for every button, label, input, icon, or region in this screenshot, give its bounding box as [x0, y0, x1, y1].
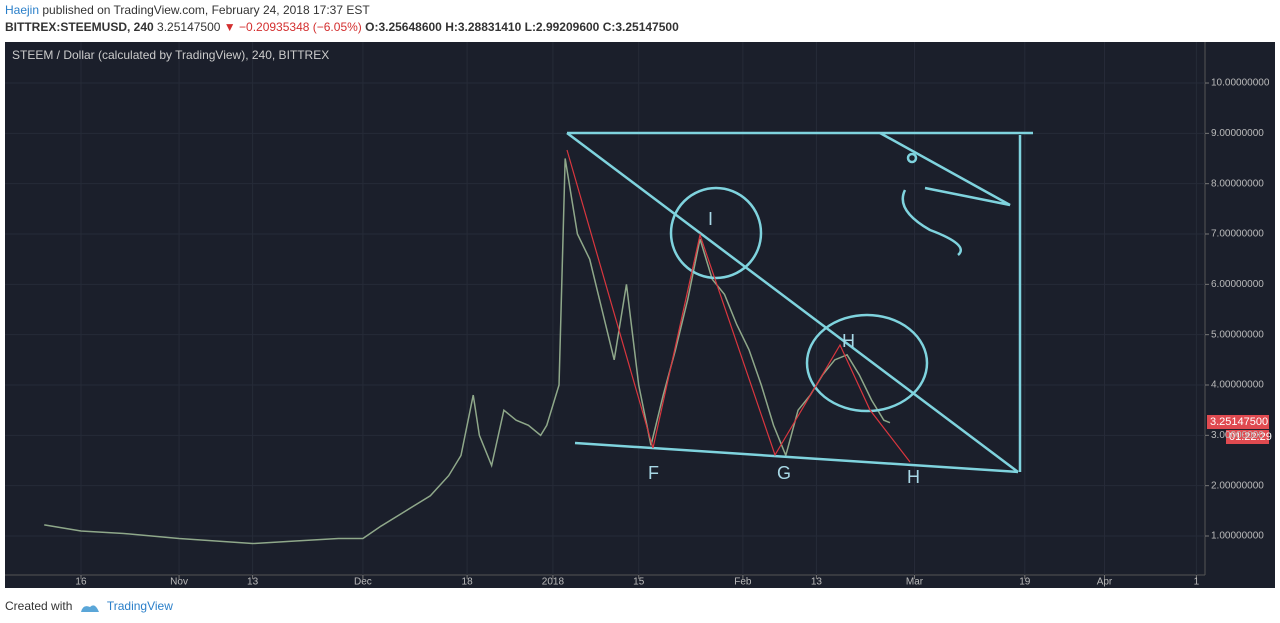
chart: STEEM / Dollar (calculated by TradingVie…	[5, 42, 1275, 588]
open: O:3.25648600	[365, 20, 442, 34]
x-tick-label: 1	[1194, 577, 1200, 588]
y-tick-label: 9.00000000	[1211, 128, 1264, 139]
footer-text: Created with	[5, 599, 73, 613]
annotation: H	[907, 467, 920, 487]
change-value: −0.20935348 (−6.05%)	[239, 20, 362, 34]
y-tick-label: 6.00000000	[1211, 279, 1264, 290]
change: ▼ −0.20935348 (−6.05%)	[223, 20, 362, 34]
x-tick-label: 13	[811, 577, 823, 588]
annotation: I	[708, 209, 713, 229]
published: published on TradingView.com, February 2…	[42, 3, 370, 17]
chart-bg	[5, 42, 1275, 588]
logo	[80, 605, 99, 612]
low: L:2.99209600	[524, 20, 600, 34]
x-tick-label: Mar	[906, 577, 924, 588]
x-tick-label: 2018	[542, 577, 565, 588]
author[interactable]: Haejin	[5, 3, 40, 17]
x-tick-label: Apr	[1097, 577, 1113, 588]
high: H:3.28831410	[445, 20, 522, 34]
x-tick-label: 16	[75, 577, 87, 588]
y-tick-label: 1.00000000	[1211, 531, 1264, 542]
x-tick-label: Feb	[734, 577, 752, 588]
drawings	[566, 131, 1033, 474]
annotation: H	[842, 331, 855, 351]
last: 3.25147500	[157, 20, 221, 34]
countdown: 01:22:29	[1229, 431, 1272, 443]
x-tick-label: 19	[1019, 577, 1031, 588]
close: C:3.25147500	[602, 20, 679, 34]
y-tick-label: 10.00000000	[1211, 78, 1270, 89]
price-tag: 3.25147500	[1210, 416, 1268, 428]
y-tick-label: 5.00000000	[1211, 329, 1264, 340]
y-tick-label: 8.00000000	[1211, 178, 1264, 189]
symbol: BITTREX:STEEMUSD, 240	[5, 20, 154, 34]
footer: Created with TradingView	[5, 599, 173, 613]
symbol-line: BITTREX:STEEMUSD, 240 3.25147500 ▼ −0.20…	[5, 20, 679, 34]
countdown-bg	[1226, 430, 1269, 444]
x-tick-label: 15	[633, 577, 645, 588]
x-tick-label: Nov	[170, 577, 188, 588]
y-tick-label: 7.00000000	[1211, 229, 1264, 240]
annotation: F	[648, 463, 659, 483]
y-tick-label: 4.00000000	[1211, 380, 1264, 391]
y-tick-label: 3.00000000	[1211, 430, 1264, 441]
wave-lines	[566, 149, 911, 463]
header-line: Haejin published on TradingView.com, Feb…	[5, 3, 370, 17]
brand[interactable]: TradingView	[106, 599, 173, 613]
x-tick-label: 18	[462, 577, 474, 588]
y-tick-label: 2.00000000	[1211, 480, 1264, 491]
annotation: G	[777, 463, 791, 483]
price-line	[44, 158, 891, 545]
x-tick-label: 13	[247, 577, 259, 588]
chart-title: STEEM / Dollar (calculated by TradingVie…	[12, 48, 329, 62]
price-tag-bg	[1207, 415, 1269, 429]
x-tick-label: Dec	[354, 577, 372, 588]
